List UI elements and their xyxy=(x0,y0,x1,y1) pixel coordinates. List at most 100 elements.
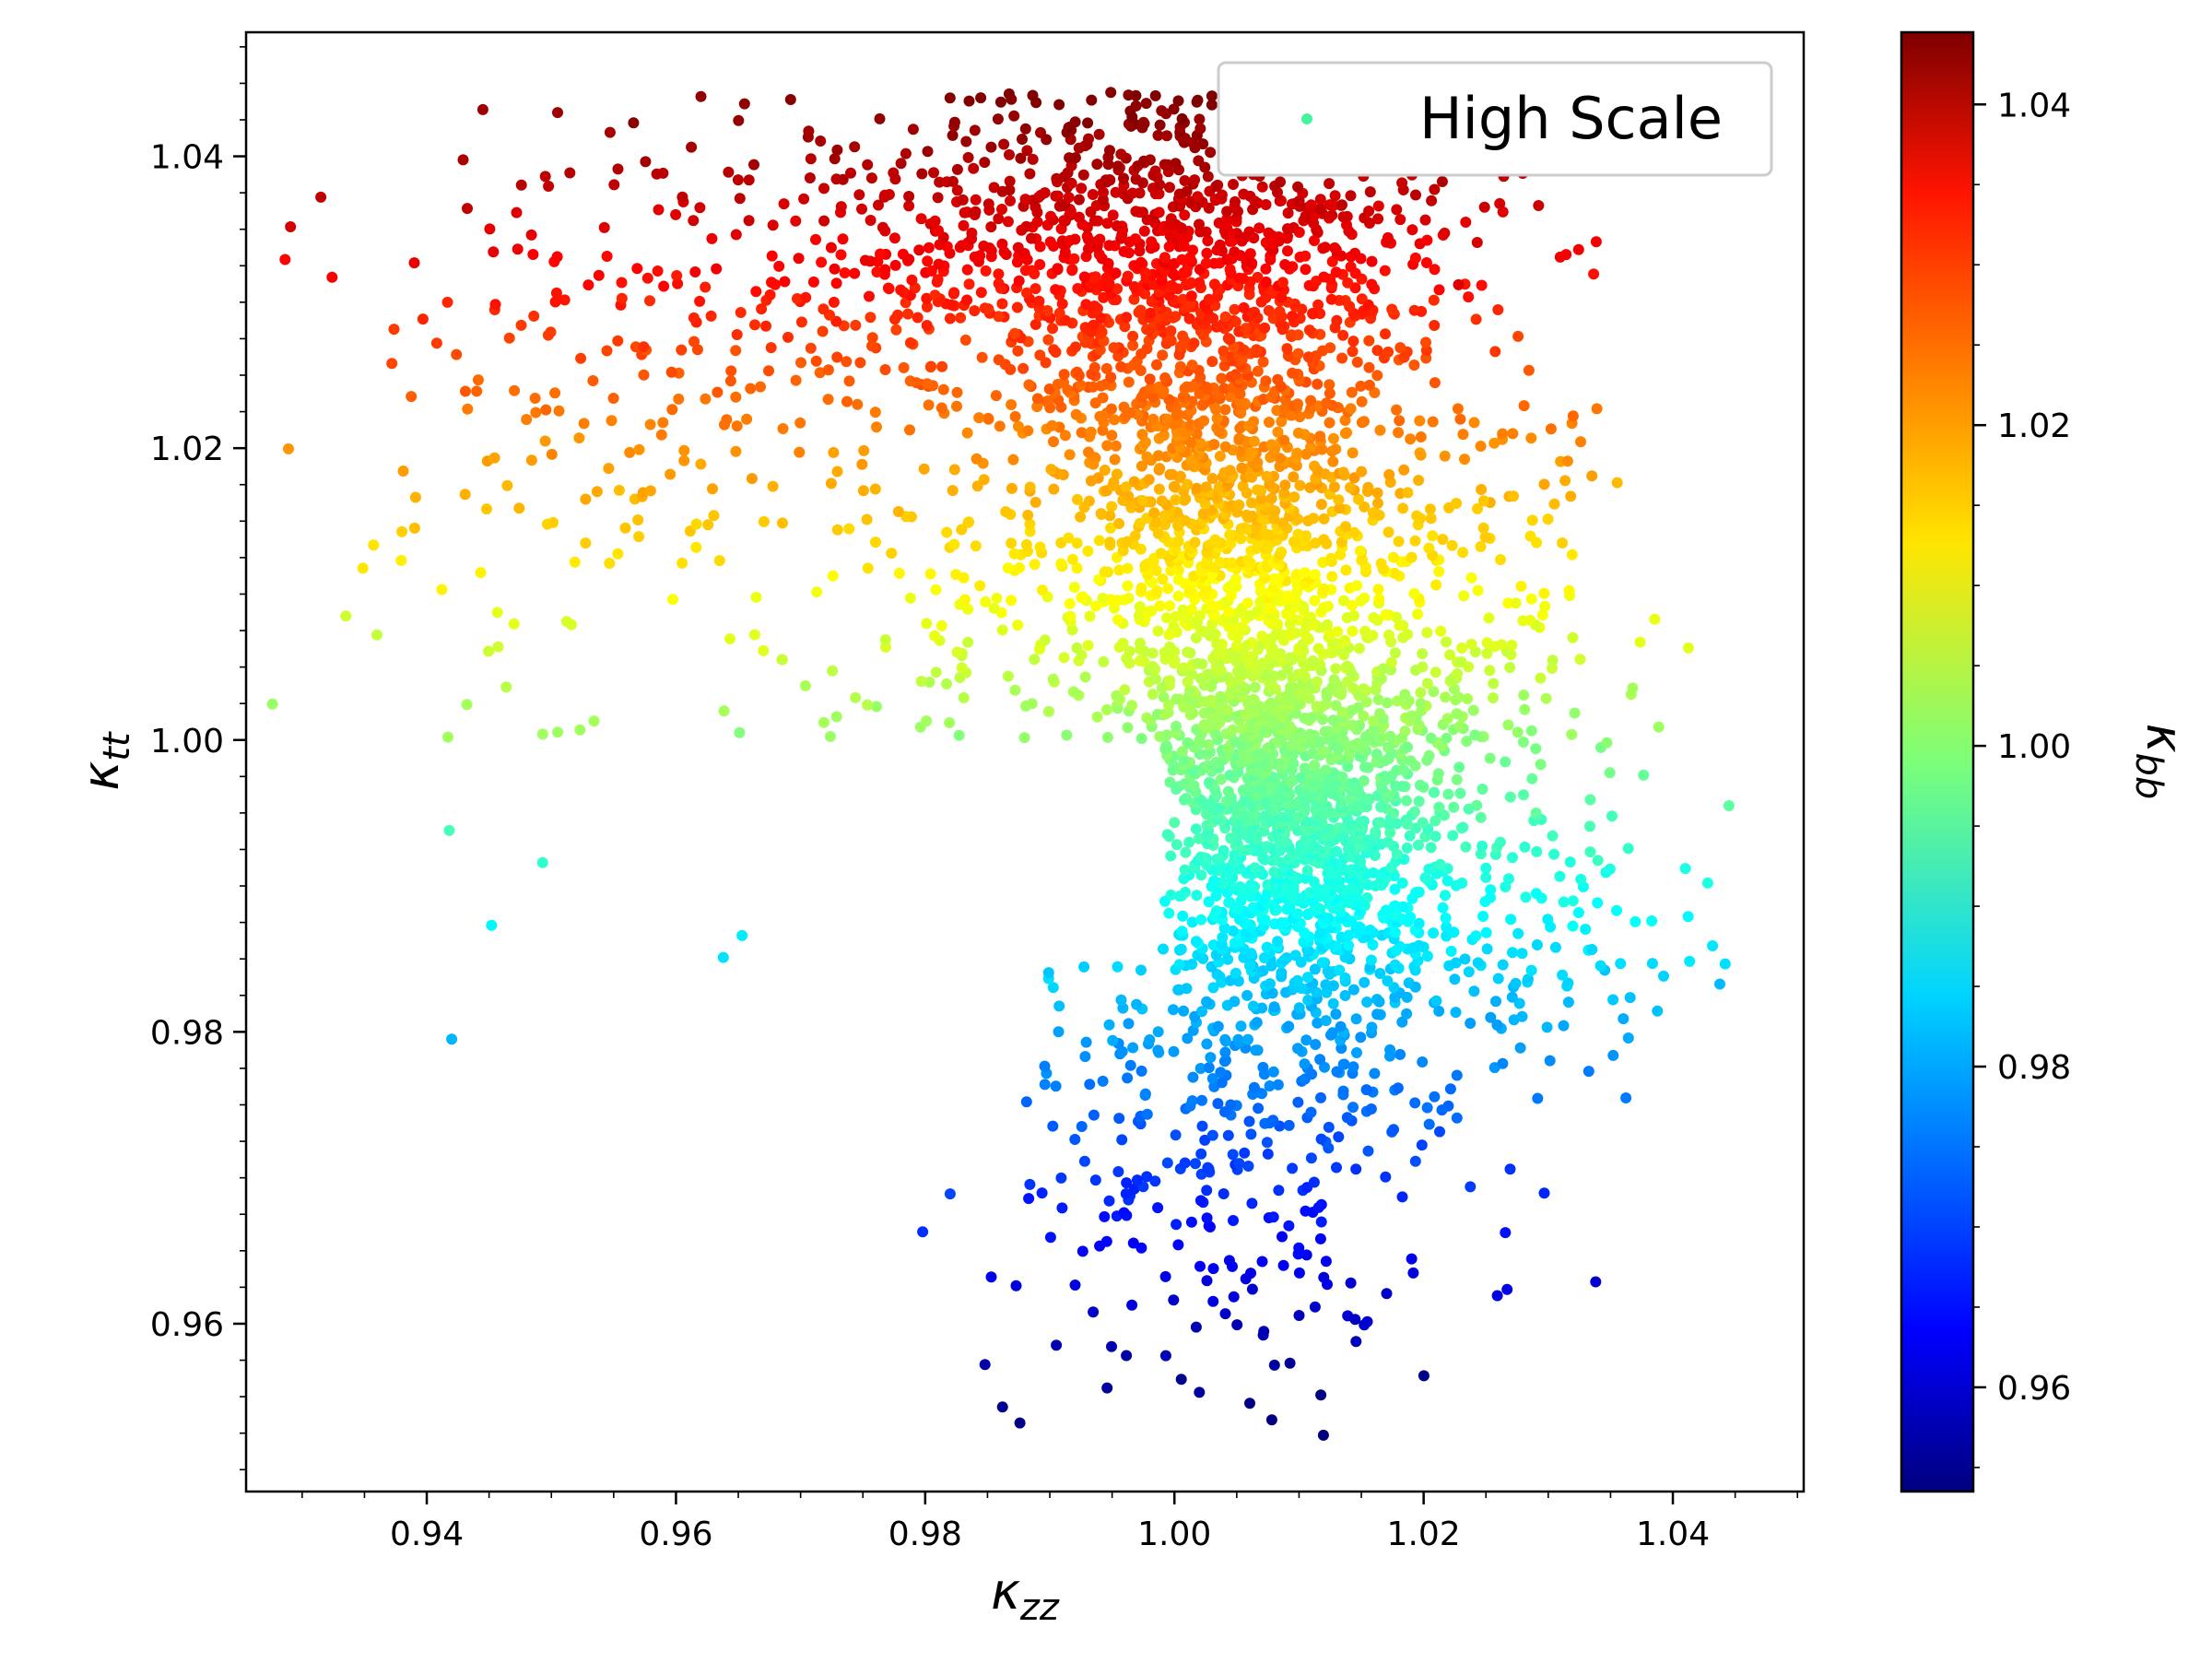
data-point xyxy=(1177,910,1189,922)
data-point xyxy=(1058,652,1070,664)
data-point xyxy=(1179,864,1191,876)
data-point xyxy=(1547,655,1559,666)
data-point xyxy=(912,312,924,324)
data-point xyxy=(1164,675,1176,687)
data-point xyxy=(1174,360,1186,372)
data-point xyxy=(266,698,278,710)
data-point xyxy=(1235,1020,1247,1032)
data-point xyxy=(1312,1017,1324,1029)
data-point xyxy=(1161,729,1172,741)
colorbar-tick-label: 0.98 xyxy=(1997,1049,2071,1087)
data-point xyxy=(1547,662,1558,674)
data-point xyxy=(1359,976,1371,988)
data-point xyxy=(974,580,986,592)
data-point xyxy=(1524,530,1536,542)
data-point xyxy=(1410,189,1421,201)
data-point xyxy=(462,403,474,415)
data-point xyxy=(1411,510,1423,522)
data-point xyxy=(1305,199,1317,211)
data-point xyxy=(992,113,1004,125)
data-point xyxy=(638,369,650,381)
data-point xyxy=(1194,851,1206,863)
data-point xyxy=(1359,592,1371,604)
data-point xyxy=(1340,564,1352,576)
data-point xyxy=(1278,488,1290,500)
data-point xyxy=(1475,441,1487,452)
data-point xyxy=(743,215,755,227)
data-point xyxy=(509,384,521,396)
data-point xyxy=(1309,760,1321,772)
data-point xyxy=(993,277,1005,289)
data-point xyxy=(1646,958,1658,970)
data-point xyxy=(1072,283,1084,294)
data-point xyxy=(792,293,803,304)
data-point xyxy=(603,463,615,475)
data-point xyxy=(1542,513,1554,525)
data-point xyxy=(1195,1148,1207,1160)
data-point xyxy=(1504,791,1516,803)
data-point xyxy=(1408,360,1420,371)
data-point xyxy=(1190,823,1202,835)
data-point xyxy=(1240,323,1252,335)
data-point xyxy=(1396,177,1408,189)
data-point xyxy=(1309,569,1321,581)
data-point xyxy=(882,282,894,294)
data-point xyxy=(1120,481,1132,493)
data-point xyxy=(1277,1231,1288,1243)
data-point xyxy=(1231,640,1242,652)
data-point xyxy=(1051,1339,1063,1351)
data-point xyxy=(1164,600,1176,612)
data-point xyxy=(1219,311,1231,323)
data-point xyxy=(486,919,498,931)
data-point xyxy=(1052,190,1064,202)
data-point xyxy=(1324,342,1336,354)
data-point xyxy=(1135,733,1147,745)
data-point xyxy=(1291,447,1303,459)
data-point xyxy=(1309,595,1321,607)
data-point xyxy=(1212,1098,1224,1110)
data-point xyxy=(1397,764,1409,775)
data-point xyxy=(1201,1185,1213,1197)
data-point xyxy=(1649,613,1661,625)
data-point xyxy=(1197,138,1209,150)
data-point xyxy=(897,248,909,260)
data-point xyxy=(1320,1256,1332,1268)
data-point xyxy=(921,618,933,630)
x-tick-label: 1.02 xyxy=(1387,1516,1461,1553)
data-point xyxy=(1127,339,1139,351)
data-point xyxy=(1079,671,1091,683)
data-point xyxy=(1161,130,1172,142)
data-point xyxy=(1267,670,1279,682)
data-point xyxy=(1413,886,1425,898)
data-point xyxy=(598,221,610,233)
data-point xyxy=(1390,900,1402,912)
data-point xyxy=(1441,636,1453,648)
data-point xyxy=(843,523,855,535)
data-point xyxy=(1168,620,1180,632)
data-point xyxy=(1483,612,1495,624)
data-point xyxy=(1318,513,1330,525)
data-point xyxy=(871,701,882,713)
data-point xyxy=(932,274,944,286)
data-point xyxy=(960,136,972,147)
data-point xyxy=(1281,343,1293,355)
data-point xyxy=(644,419,656,430)
data-point xyxy=(1472,502,1483,514)
data-point xyxy=(1165,324,1177,336)
data-point xyxy=(904,592,916,604)
data-point xyxy=(1362,1145,1374,1157)
data-point xyxy=(1315,1389,1327,1401)
data-point xyxy=(1309,460,1321,472)
data-point xyxy=(915,213,927,225)
data-point xyxy=(1326,1027,1338,1039)
data-point xyxy=(1652,1005,1664,1017)
data-point xyxy=(1045,210,1056,222)
data-point xyxy=(1557,969,1569,981)
data-point xyxy=(951,163,963,175)
data-point xyxy=(1327,432,1339,444)
data-point xyxy=(1139,267,1151,279)
data-point xyxy=(1679,863,1691,875)
data-point xyxy=(1143,474,1155,486)
data-point xyxy=(549,387,561,399)
